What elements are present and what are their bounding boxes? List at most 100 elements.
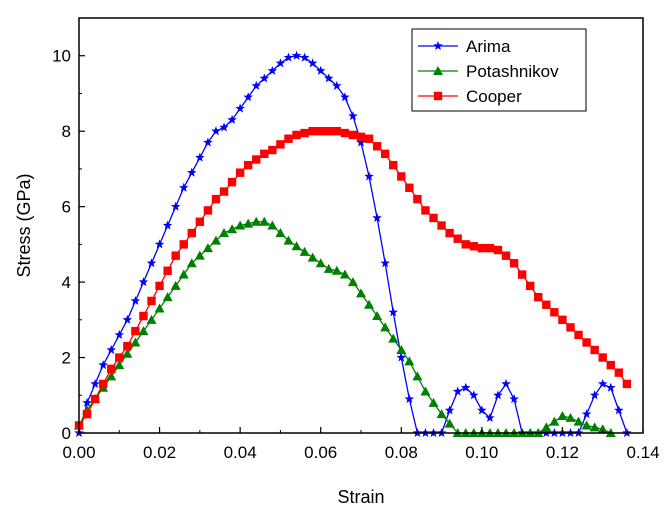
- potashnikov-point: [549, 416, 560, 426]
- arima-point: [315, 65, 326, 75]
- potashnikov-point: [170, 280, 181, 290]
- cooper-point: [308, 126, 317, 136]
- cooper-point: [147, 296, 156, 306]
- y-axis-title: Stress (GPa): [14, 173, 34, 277]
- cooper-point: [260, 149, 269, 159]
- potashnikov-point: [428, 397, 439, 407]
- potashnikov-point: [162, 292, 173, 302]
- cooper-point: [348, 130, 358, 140]
- arima-point: [460, 382, 471, 392]
- arima-point: [211, 126, 221, 136]
- potashnikov-point: [331, 265, 342, 275]
- arima-point: [98, 360, 108, 370]
- x-axis-ticks: 0.00 0.02 0.04 0.06 0.08 0.10 0.12 0.14: [62, 427, 660, 462]
- arima-point: [283, 52, 294, 62]
- arima-point: [219, 122, 229, 132]
- cooper-point: [195, 217, 205, 226]
- arima-point: [162, 220, 173, 230]
- arima-point: [477, 405, 487, 415]
- arima-point: [589, 390, 600, 400]
- arima-point: [106, 345, 116, 355]
- arima-point: [259, 73, 270, 83]
- arima-point: [138, 277, 149, 287]
- arima-point: [195, 152, 205, 162]
- y-tick-label: 4: [62, 273, 71, 292]
- cooper-point: [622, 379, 632, 389]
- arima-point: [243, 92, 253, 102]
- arima-point: [380, 258, 390, 268]
- potashnikov-point: [122, 348, 133, 358]
- cooper-point: [413, 194, 422, 204]
- cooper-point: [469, 242, 478, 251]
- arima-point: [332, 80, 342, 90]
- cooper-point: [115, 353, 124, 362]
- potashnikov-point: [420, 386, 431, 396]
- arima-point: [388, 307, 398, 317]
- arima-point: [130, 295, 141, 305]
- legend-label: Arima: [466, 37, 511, 56]
- potashnikov-point: [589, 422, 600, 432]
- cooper-point: [324, 126, 333, 136]
- cooper-point: [300, 128, 309, 138]
- x-tick-label: 0.02: [143, 443, 176, 462]
- potashnikov-point: [356, 288, 366, 298]
- cooper-point: [421, 206, 430, 215]
- potashnikov-point: [380, 322, 391, 332]
- arima-point: [469, 390, 479, 400]
- cooper-point: [534, 292, 543, 302]
- x-tick-label: 0.10: [465, 443, 498, 462]
- potashnikov-point: [597, 424, 608, 434]
- potashnikov-point: [388, 333, 399, 343]
- legend-item-potashnikov: Potashnikov: [418, 62, 559, 81]
- arima-point: [404, 394, 415, 404]
- potashnikov-point: [299, 246, 310, 256]
- potashnikov-point: [251, 216, 262, 226]
- axes-layer: 0.00 0.02 0.04 0.06 0.08 0.10 0.12 0.14 0 2 4 6 8 10…: [14, 17, 660, 507]
- potashnikov-point: [283, 235, 294, 245]
- cooper-point: [509, 259, 519, 268]
- potashnikov-point: [339, 269, 350, 279]
- arima-point: [203, 137, 213, 147]
- arima-point: [235, 103, 245, 113]
- potashnikov-point: [210, 235, 221, 245]
- potashnikov-point: [444, 418, 455, 428]
- arima-point: [114, 329, 125, 339]
- potashnikov-point: [323, 263, 334, 273]
- cooper-point: [380, 149, 390, 159]
- potashnikov-point: [275, 228, 286, 238]
- cooper-point: [582, 338, 591, 347]
- potashnikov-point: [235, 220, 246, 230]
- cooper-point: [566, 323, 575, 332]
- cooper-point: [397, 172, 406, 181]
- cooper-point: [485, 243, 495, 253]
- arima-point: [581, 409, 592, 419]
- arima-point: [501, 378, 511, 388]
- cooper-point: [453, 234, 462, 243]
- cooper-point: [211, 194, 221, 204]
- arima-point: [509, 394, 519, 404]
- potashnikov-point: [219, 228, 230, 238]
- potashnikov-point: [307, 252, 318, 262]
- cooper-point: [292, 130, 301, 140]
- legend-item-arima: Arima: [418, 37, 511, 56]
- arima-point: [291, 50, 302, 60]
- arima-point: [485, 412, 495, 422]
- cooper-point: [187, 228, 196, 238]
- cooper-point: [405, 183, 414, 192]
- arima-point: [444, 405, 455, 415]
- potashnikov-point: [186, 258, 197, 268]
- arima-point: [82, 397, 92, 407]
- cooper-point: [461, 240, 470, 249]
- cooper-point: [590, 345, 599, 355]
- cooper-point: [98, 379, 108, 389]
- potashnikov-point: [436, 409, 447, 419]
- cooper-point: [389, 160, 398, 170]
- cooper-point: [598, 353, 607, 362]
- cooper-point: [179, 240, 188, 249]
- arima-point: [170, 201, 181, 211]
- potashnikov-point: [573, 416, 584, 426]
- potashnikov-point: [291, 241, 302, 251]
- cooper-point: [107, 364, 116, 374]
- arima-point: [154, 239, 165, 249]
- potashnikov-point: [396, 345, 407, 354]
